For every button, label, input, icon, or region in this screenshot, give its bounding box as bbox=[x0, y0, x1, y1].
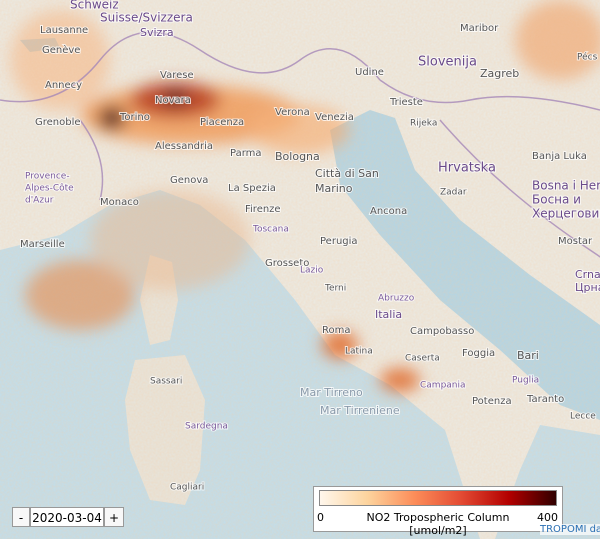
place-label: Mar Tirreno bbox=[300, 386, 363, 399]
place-label: Mar Tirreniene bbox=[320, 404, 400, 417]
place-label: Херцеговина bbox=[532, 207, 600, 221]
place-label: Puglia bbox=[512, 376, 539, 386]
place-label: Mostar bbox=[558, 236, 593, 247]
next-date[interactable]: + bbox=[104, 507, 124, 527]
place-label: Venezia bbox=[315, 112, 354, 123]
place-label: Città di San bbox=[315, 167, 379, 180]
place-label: Italia bbox=[375, 308, 402, 321]
place-label: Piacenza bbox=[200, 117, 244, 128]
place-label: Marino bbox=[315, 182, 353, 195]
legend-min: 0 bbox=[317, 511, 324, 524]
place-label: Perugia bbox=[320, 236, 358, 247]
zoom-out-date[interactable]: - bbox=[12, 507, 30, 527]
place-label: Alessandria bbox=[155, 141, 213, 152]
place-label: Hrvatska bbox=[438, 161, 496, 176]
place-label: Roma bbox=[322, 325, 351, 336]
place-label: Genève bbox=[42, 44, 80, 56]
borders bbox=[0, 31, 600, 291]
place-label: Cagliari bbox=[170, 483, 204, 493]
place-label: Lecce bbox=[570, 412, 596, 422]
place-label: Bari bbox=[517, 349, 539, 362]
place-label: Firenze bbox=[245, 204, 281, 215]
place-label: Trieste bbox=[389, 97, 423, 108]
place-label: Torino bbox=[119, 112, 150, 123]
place-label: Taranto bbox=[526, 394, 564, 405]
place-label: Abruzzo bbox=[378, 294, 415, 304]
place-label: Latina bbox=[345, 347, 373, 357]
place-label: Parma bbox=[230, 148, 262, 159]
legend-max: 400 bbox=[537, 511, 558, 524]
legend: 0 NO2 Tropospheric Column [umol/m2] 400 bbox=[313, 486, 563, 537]
place-label: Alpes-Côte bbox=[25, 183, 74, 194]
attribution[interactable]: TROPOMI da bbox=[540, 524, 600, 535]
place-label: Grosseto bbox=[265, 258, 309, 269]
place-label: Slovenija bbox=[418, 55, 477, 70]
place-label: Lazio bbox=[300, 266, 324, 276]
place-label: Genova bbox=[170, 175, 208, 186]
place-label: Grenoble bbox=[35, 117, 81, 128]
place-label: Maribor bbox=[460, 23, 499, 34]
place-label: Sassari bbox=[150, 377, 182, 387]
legend-title: NO2 Tropospheric Column [umol/m2] bbox=[366, 511, 510, 537]
place-label: Banja Luka bbox=[532, 151, 587, 162]
place-label: Bosna i Hercegov bbox=[532, 179, 600, 193]
place-label: Rijeka bbox=[410, 119, 437, 129]
place-label: Provence- bbox=[25, 172, 70, 182]
place-label: Caserta bbox=[405, 354, 440, 364]
place-label: Bologna bbox=[275, 150, 320, 163]
place-label: Campobasso bbox=[410, 326, 474, 337]
place-label: La Spezia bbox=[228, 183, 276, 194]
place-label: Udine bbox=[355, 67, 384, 78]
place-label: Monaco bbox=[100, 197, 139, 208]
place-label: Zadar bbox=[440, 188, 467, 198]
place-label: Schweiz bbox=[70, 0, 119, 12]
place-label: Foggia bbox=[462, 348, 495, 359]
place-label: Црна bbox=[575, 281, 600, 294]
place-label: Ancona bbox=[370, 206, 407, 217]
place-label: Lausanne bbox=[40, 25, 88, 36]
color-scale bbox=[319, 490, 557, 506]
place-label: Varese bbox=[160, 70, 194, 81]
place-label: Crna bbox=[575, 268, 600, 281]
place-label: Toscana bbox=[252, 225, 289, 235]
place-label: Terni bbox=[324, 284, 346, 294]
date-field[interactable]: 2020-03-04 bbox=[30, 507, 104, 527]
place-label: Svizra bbox=[140, 26, 174, 39]
place-label: Potenza bbox=[472, 396, 512, 407]
place-label: Novara bbox=[155, 95, 191, 106]
place-label: Pécs bbox=[577, 52, 598, 63]
place-label: Marseille bbox=[20, 239, 65, 250]
place-label: Campania bbox=[420, 381, 466, 391]
place-label: Suisse/Svizzera bbox=[100, 11, 193, 25]
place-label: Босна и bbox=[532, 193, 581, 207]
place-label: d'Azur bbox=[25, 196, 54, 206]
place-label: Zagreb bbox=[480, 67, 519, 80]
place-label: Annecy bbox=[45, 80, 82, 91]
place-label: Sardegna bbox=[185, 422, 228, 432]
place-label: Verona bbox=[275, 107, 310, 118]
